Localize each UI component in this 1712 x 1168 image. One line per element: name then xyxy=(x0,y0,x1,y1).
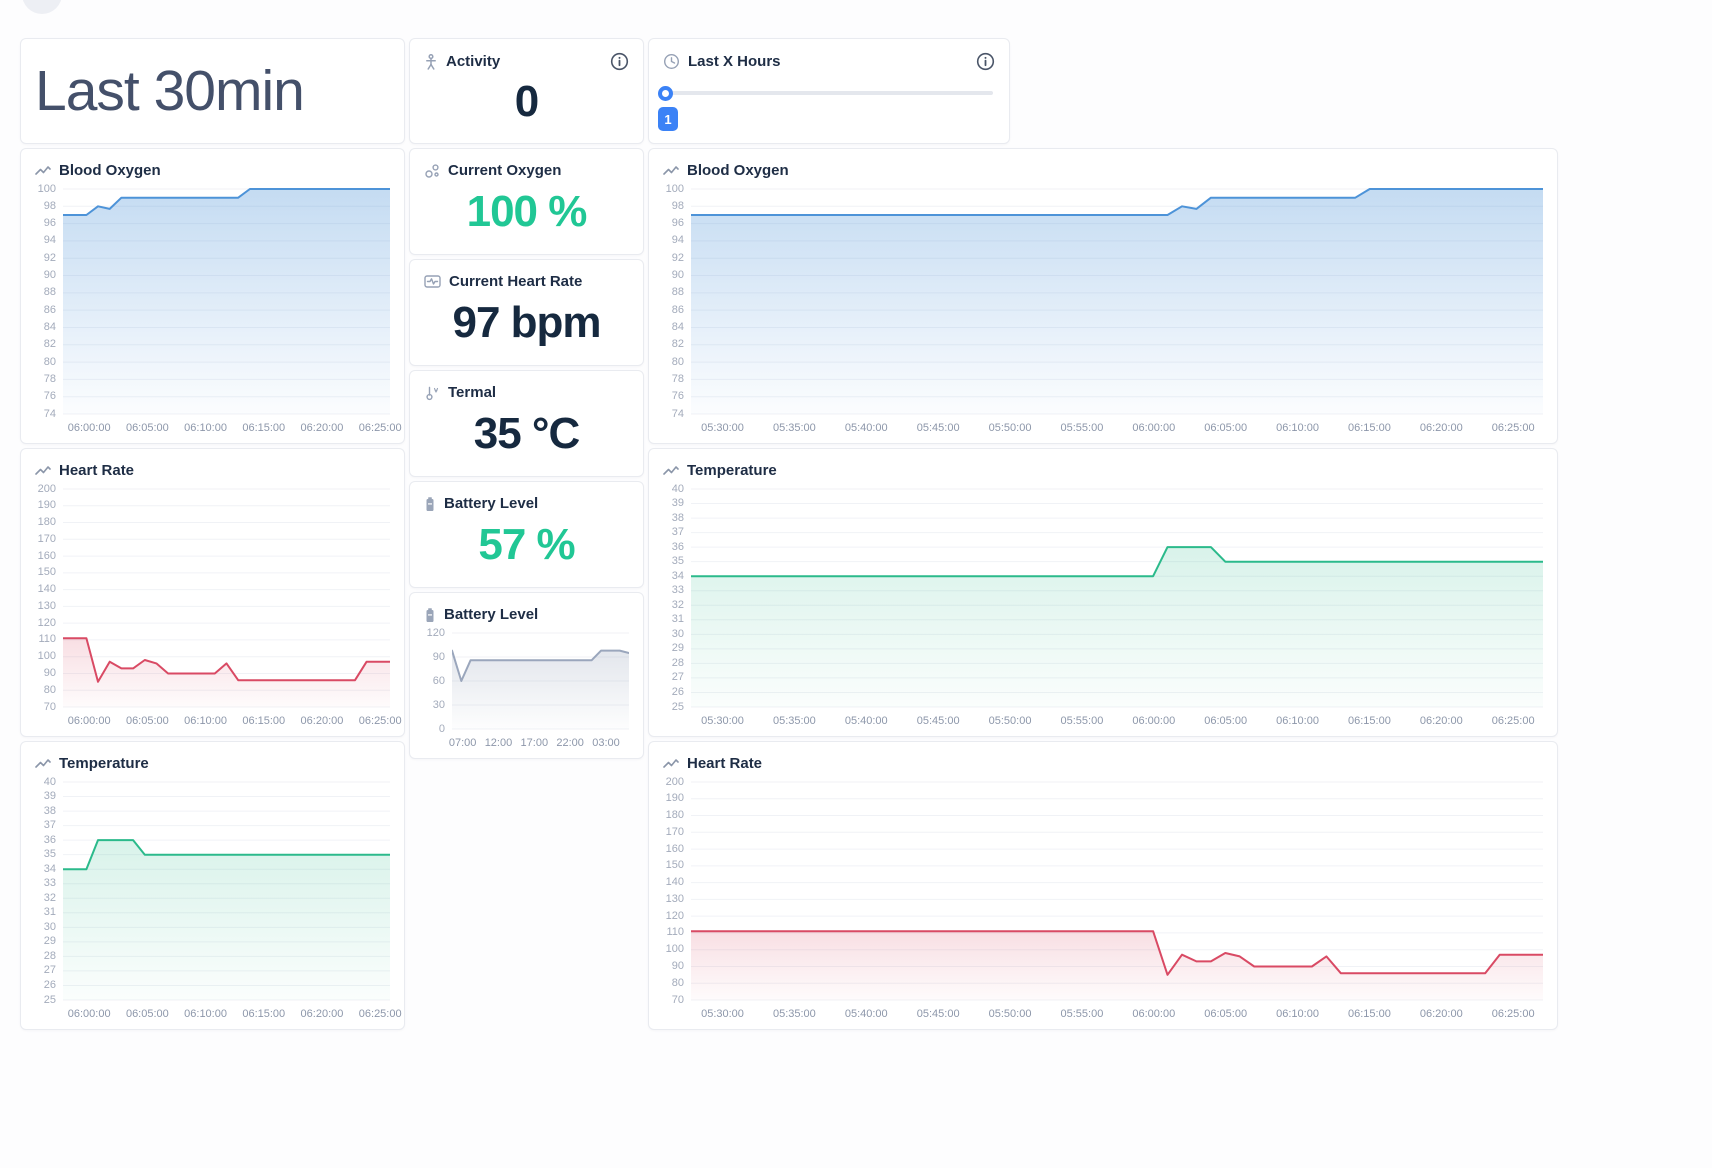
blood-oxygen-30min-plot: 100 98 96 94 92 90 88 86 84 82 80 78 76 74 06:00:00 06:… xyxy=(37,182,402,435)
info-icon[interactable] xyxy=(976,52,995,71)
info-icon[interactable] xyxy=(610,52,629,71)
termal-value: 35 °C xyxy=(473,408,581,458)
temperature-hours-plot: 40 39 38 37 36 35 34 33 32 31 30 29 28 27 26 25 05:30:00… xyxy=(649,479,1557,736)
heart-rate-hours-card: Heart Rate 200 190 180 170 160 150 140 130 120 11… xyxy=(648,741,1558,1030)
current-heart-rate-card: Current Heart Rate 97 bpm xyxy=(409,259,644,366)
battery-chart-card: Battery Level 120 90 60 30 0 07:00 12:00 17:00 2… xyxy=(409,592,644,759)
battery-level-plot: 120 90 60 30 0 07:00 12:00 17:00 22:00 03:00 xyxy=(410,623,643,758)
chart-title: Temperature xyxy=(687,462,777,479)
chart-title: Blood Oxygen xyxy=(687,162,789,179)
battery-level-value: 57 % xyxy=(478,519,575,569)
hours-slider-value: 1 xyxy=(658,107,678,131)
chart-line-icon xyxy=(35,464,51,478)
heart-rate-30min-plot: 200 190 180 170 160 150 140 130 120 110 100 90 80 70 0… xyxy=(37,482,402,728)
temperature-hours-card: Temperature 40 39 38 37 36 35 34 33 32 31 30 29 28 27… xyxy=(648,448,1558,737)
current-oxygen-label: Current Oxygen xyxy=(448,162,562,179)
chart-title: Heart Rate xyxy=(687,755,763,772)
last-x-hours-label: Last X Hours xyxy=(688,53,781,70)
chart-title: Blood Oxygen xyxy=(59,162,161,179)
dashboard: Last 30min Blood Oxygen 100 98 96 94 92 90 88 8… xyxy=(20,38,1558,1030)
heart-rate-hours-plot: 200 190 180 170 160 150 140 130 120 110 100 90 80 70 0… xyxy=(649,772,1557,1029)
heart-rate-monitor-icon xyxy=(424,274,441,289)
person-icon xyxy=(424,53,438,70)
temperature-30min-card: Temperature 40 39 38 37 36 35 34 33 32 31 30 29 28 27… xyxy=(20,741,405,1030)
avatar[interactable] xyxy=(22,0,62,14)
chart-title: Heart Rate xyxy=(59,462,135,479)
chart-line-icon xyxy=(35,757,51,771)
hours-slider-handle[interactable] xyxy=(658,86,673,101)
chart-line-icon xyxy=(663,757,679,771)
current-oxygen-value: 100 % xyxy=(466,186,588,236)
blood-oxygen-hours-card: Blood Oxygen 100 98 96 94 92 90 88 86 84 82 80 78 76… xyxy=(648,148,1558,444)
chart-title: Battery Level xyxy=(444,606,539,623)
page-title: Last 30min xyxy=(35,59,305,123)
range-title-card: Last 30min xyxy=(20,38,405,144)
blood-oxygen-hours-plot: 100 98 96 94 92 90 88 86 84 82 80 78 76 74 05:30:00 05:… xyxy=(649,179,1557,443)
chart-line-icon xyxy=(35,164,51,178)
activity-label: Activity xyxy=(446,53,501,70)
thermometer-icon xyxy=(424,385,440,401)
battery-icon xyxy=(424,496,436,512)
last-x-hours-card: Last X Hours 1 xyxy=(648,38,1010,144)
current-oxygen-card: Current Oxygen 100 % xyxy=(409,148,644,255)
current-heart-rate-value: 97 bpm xyxy=(452,297,601,347)
current-heart-rate-label: Current Heart Rate xyxy=(449,273,583,290)
oxygen-molecule-icon xyxy=(424,163,440,179)
hours-slider[interactable] xyxy=(658,86,993,101)
temperature-30min-plot: 40 39 38 37 36 35 34 33 32 31 30 29 28 27 26 25 06:00:00… xyxy=(43,775,402,1021)
chart-title: Temperature xyxy=(59,755,149,772)
chart-line-icon xyxy=(663,164,679,178)
activity-card: Activity 0 xyxy=(409,38,644,144)
battery-level-label: Battery Level xyxy=(444,495,539,512)
battery-level-card: Battery Level 57 % xyxy=(409,481,644,588)
battery-icon xyxy=(424,607,436,623)
clock-icon xyxy=(663,53,680,70)
activity-value: 0 xyxy=(514,77,539,126)
chart-line-icon xyxy=(663,464,679,478)
blood-oxygen-30min-card: Blood Oxygen 100 98 96 94 92 90 88 86 84 82 80 78 76… xyxy=(20,148,405,444)
termal-label: Termal xyxy=(448,384,497,401)
termal-card: Termal 35 °C xyxy=(409,370,644,477)
heart-rate-30min-card: Heart Rate 200 190 180 170 160 150 140 130 120 11… xyxy=(20,448,405,737)
